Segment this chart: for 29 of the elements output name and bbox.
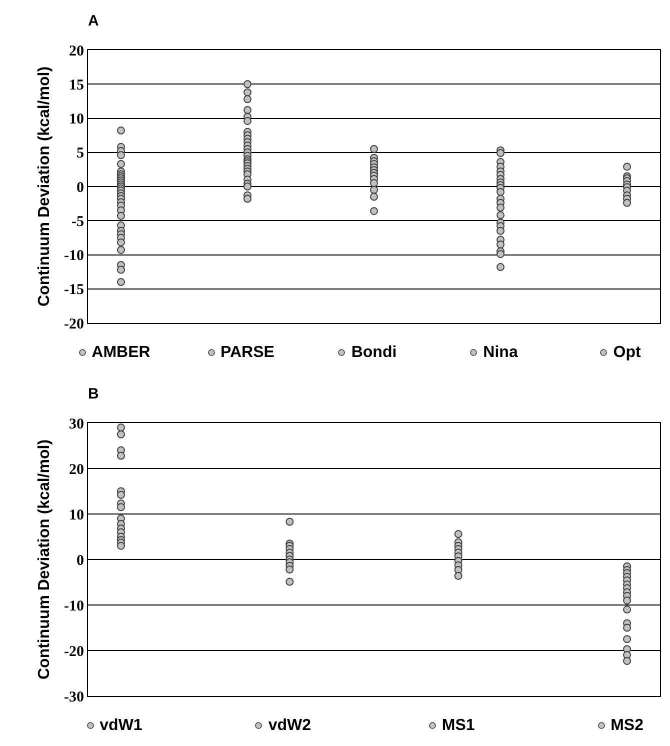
x-tick-label: vdW1 <box>100 717 142 734</box>
y-axis-title: Continuum Deviation (kcal/mol) <box>36 439 53 680</box>
y-tick-label: -10 <box>64 248 84 264</box>
x-tick-label: AMBER <box>92 344 151 362</box>
x-tick-label: vdW2 <box>268 717 312 734</box>
y-tick-label: 20 <box>69 462 84 478</box>
y-tick-label: 0 <box>76 552 84 569</box>
y-tick-label: 20 <box>69 43 84 60</box>
x-tick-label: MS2 <box>610 717 644 734</box>
chart-title: A <box>88 12 99 30</box>
y-tick-label: -15 <box>64 282 84 298</box>
x-tick-label: Bondi <box>351 344 397 362</box>
x-tick-label: Nina <box>483 344 518 362</box>
y-axis-title: Continuum Deviation (kcal/mol) <box>36 66 53 307</box>
y-tick-label: -5 <box>72 214 84 230</box>
x-tick-label: PARSE <box>220 344 275 362</box>
chart-title: B <box>88 385 99 402</box>
y-tick-label: -20 <box>64 316 84 332</box>
y-tick-label: 15 <box>69 77 84 94</box>
y-tick-label: 0 <box>76 180 84 196</box>
y-tick-label: 10 <box>69 507 84 524</box>
x-tick-label: MS1 <box>442 717 475 734</box>
y-tick-label: -10 <box>64 598 84 614</box>
x-tick-label: Opt <box>613 344 642 362</box>
y-tick-label: -20 <box>64 644 84 660</box>
y-tick-label: -30 <box>64 689 84 706</box>
y-tick-label: 30 <box>69 416 84 432</box>
y-tick-label: 10 <box>69 112 84 128</box>
y-tick-label: 5 <box>76 146 84 162</box>
